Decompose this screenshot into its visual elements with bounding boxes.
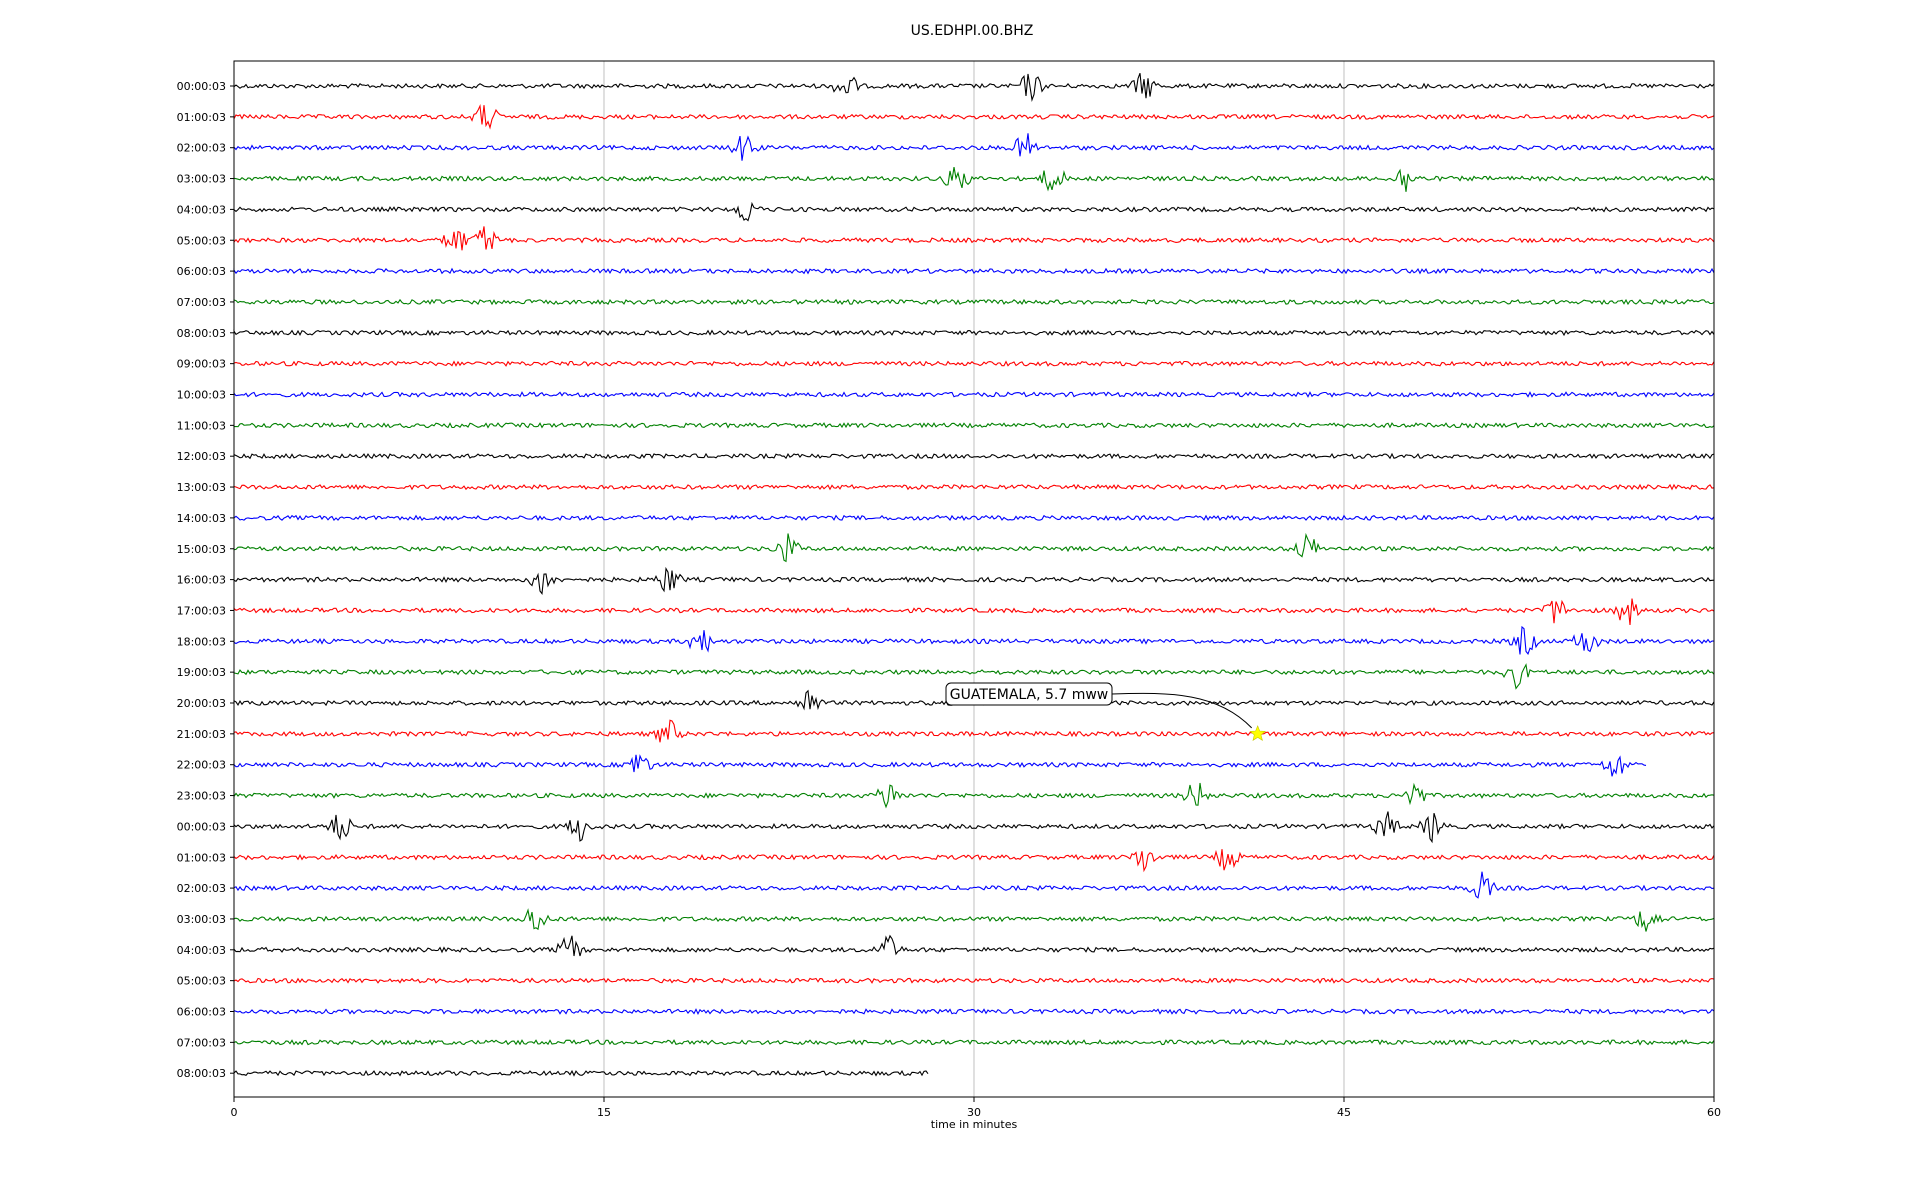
seismic-trace	[233, 977, 1715, 984]
y-tick-label: 00:00:03	[177, 820, 226, 833]
seismic-trace	[233, 514, 1715, 522]
y-tick-label: 03:00:03	[177, 173, 226, 186]
seismic-trace	[233, 1039, 1715, 1046]
seismic-trace	[233, 934, 1715, 957]
y-tick-label: 20:00:03	[177, 697, 226, 710]
seismic-trace	[233, 452, 1715, 460]
y-tick-label: 01:00:03	[177, 851, 226, 864]
seismic-trace	[233, 754, 1647, 777]
seismic-trace	[233, 360, 1715, 367]
seismic-trace	[233, 782, 1715, 809]
seismic-trace	[233, 103, 1715, 130]
seismic-trace	[233, 663, 1715, 690]
seismic-trace	[233, 532, 1715, 563]
x-tick-label: 60	[1707, 1106, 1721, 1119]
x-tick-label: 30	[967, 1106, 981, 1119]
event-star-marker	[1249, 725, 1267, 741]
y-tick-label: 19:00:03	[177, 666, 226, 679]
seismic-trace	[233, 201, 1715, 222]
y-tick-labels: 00:00:03 01:00:03 02:00:03 03:00:03 04:00:03…	[177, 80, 234, 1080]
seismic-trace	[233, 483, 1715, 491]
y-tick-label: 04:00:03	[177, 944, 226, 957]
y-tick-label: 05:00:03	[177, 234, 226, 247]
y-tick-label: 07:00:03	[177, 1036, 226, 1049]
y-tick-label: 03:00:03	[177, 913, 226, 926]
y-tick-label: 07:00:03	[177, 296, 226, 309]
seismic-trace	[233, 226, 1715, 251]
y-tick-label: 02:00:03	[177, 142, 226, 155]
y-tick-label: 15:00:03	[177, 543, 226, 556]
seismic-trace	[233, 298, 1715, 306]
y-tick-label: 02:00:03	[177, 882, 226, 895]
y-tick-label: 06:00:03	[177, 1006, 226, 1019]
annotation-label: GUATEMALA, 5.7 mww	[950, 687, 1109, 703]
y-tick-label: 16:00:03	[177, 574, 226, 587]
y-tick-label: 11:00:03	[177, 419, 226, 432]
x-axis: 0 15 30 45 60	[231, 1097, 1721, 1119]
seismic-trace	[233, 811, 1715, 844]
y-tick-label: 09:00:03	[177, 358, 226, 371]
seismic-trace	[233, 1008, 1715, 1015]
x-axis-label: time in minutes	[931, 1118, 1018, 1131]
y-tick-label: 18:00:03	[177, 635, 226, 648]
x-tick-label: 45	[1337, 1106, 1351, 1119]
y-tick-label: 14:00:03	[177, 512, 226, 525]
seismic-trace	[233, 625, 1714, 656]
seismic-trace	[233, 133, 1715, 161]
y-tick-label: 17:00:03	[177, 604, 226, 617]
trace-group	[233, 73, 1715, 1077]
seismic-trace	[233, 167, 1715, 192]
seismic-trace	[233, 73, 1715, 102]
event-annotation: GUATEMALA, 5.7 mww	[945, 682, 1267, 741]
y-tick-label: 21:00:03	[177, 728, 226, 741]
y-tick-label: 01:00:03	[177, 111, 226, 124]
seismic-trace	[233, 422, 1715, 429]
annotation-box	[945, 682, 1113, 706]
chart-title: US.EDHPI.00.BHZ	[911, 23, 1034, 39]
seismic-trace	[233, 908, 1715, 932]
plot-frame	[233, 60, 1715, 1098]
seismic-trace	[233, 329, 1715, 337]
seismic-trace	[233, 598, 1715, 625]
y-tick-label: 23:00:03	[177, 790, 226, 803]
y-tick-label: 00:00:03	[177, 80, 226, 93]
y-tick-label: 22:00:03	[177, 759, 226, 772]
seismic-trace	[233, 849, 1715, 873]
y-tick-label: 04:00:03	[177, 203, 226, 216]
y-tick-label: 06:00:03	[177, 265, 226, 278]
y-tick-label: 12:00:03	[177, 450, 226, 463]
x-tick-label: 15	[597, 1106, 611, 1119]
y-tick-label: 10:00:03	[177, 389, 226, 402]
y-tick-label: 05:00:03	[177, 975, 226, 988]
y-tick-label: 08:00:03	[177, 327, 226, 340]
seismic-trace	[233, 871, 1715, 899]
seismic-trace	[233, 267, 1715, 275]
annotation-arrow	[1111, 692, 1253, 729]
seismic-trace	[233, 391, 1715, 398]
seismic-trace	[233, 566, 1715, 596]
y-tick-label: 13:00:03	[177, 481, 226, 494]
x-tick-label: 0	[231, 1106, 238, 1119]
seismic-trace	[233, 719, 1715, 743]
seismic-trace	[233, 1069, 929, 1077]
y-tick-label: 08:00:03	[177, 1067, 226, 1080]
